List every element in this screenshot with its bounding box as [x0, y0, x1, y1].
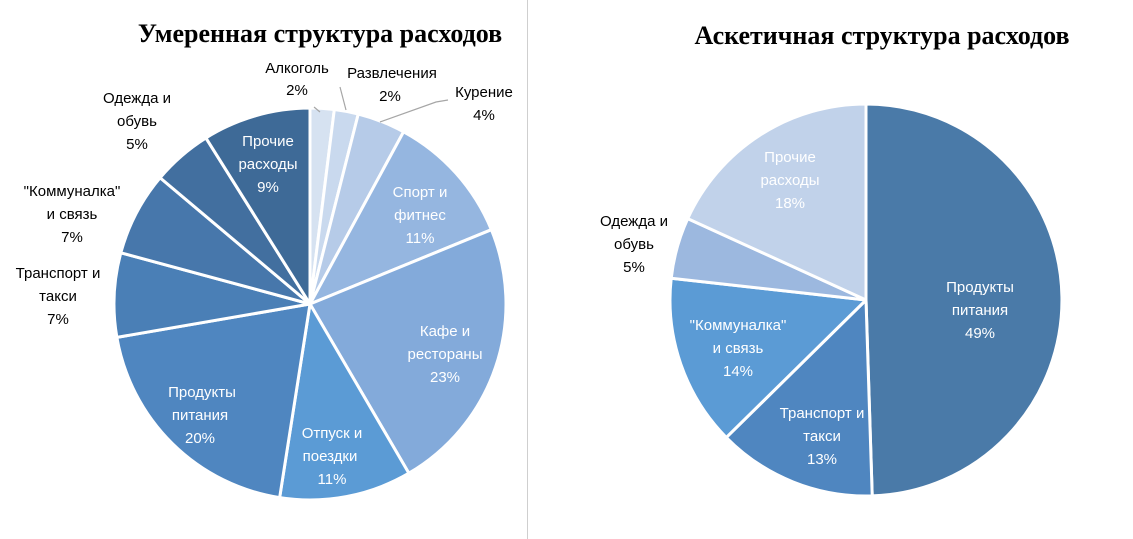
slice-value-text: 7%: [61, 229, 83, 246]
slice-value-text: 23%: [430, 369, 460, 386]
slice-value-text: 49%: [965, 325, 995, 342]
slice-value-text: 2%: [286, 82, 308, 99]
data-label-1-5: Кафе и рестораны 23%: [408, 323, 483, 386]
slice-label-text: расходы: [238, 156, 297, 173]
slice-label-text: и связь: [713, 340, 764, 357]
slice-value-text: 18%: [775, 195, 805, 212]
slice-value-text: 14%: [723, 363, 753, 380]
chart-1-title: Умеренная структура расходов: [138, 19, 502, 48]
slice-label-text: Спорт и: [393, 184, 448, 201]
slice-value-text: 11%: [406, 230, 435, 247]
slice-label-text: расходы: [760, 172, 819, 189]
slice-label-text: Транспорт и: [16, 265, 101, 282]
data-label-1-4: Спорт и фитнес 11%: [393, 184, 448, 247]
pie-chart-1: Умеренная структура расходовАлкоголь2%Ра…: [16, 19, 513, 502]
slice-label-text: Отпуск и: [302, 425, 363, 442]
slice-label-text: питания: [172, 407, 228, 424]
chart-2-title: Аскетичная структура расходов: [694, 21, 1069, 50]
slice-label-text: фитнес: [394, 207, 446, 224]
slice-label-text: поездки: [303, 448, 358, 465]
leader-line-1-1: [313, 106, 321, 113]
data-label-1-2: Развлечения 2%: [347, 65, 437, 105]
pie-slice-1-6: [278, 302, 411, 502]
leader-line-1-3: [379, 99, 449, 123]
pie-slice-1-4: [308, 130, 493, 306]
data-label-1-3: Курение 4%: [455, 84, 513, 124]
slice-label-text: такси: [803, 428, 841, 445]
slice-label-text: Развлечения: [347, 65, 437, 82]
slice-label-text: Прочие: [242, 133, 294, 150]
data-label-1-8: Транспорт и такси 7%: [16, 265, 101, 328]
slice-label-text: обувь: [614, 236, 654, 253]
data-label-2-1: Продукты питания 49%: [946, 279, 1014, 342]
pie-slice-2-5: [686, 102, 868, 302]
slice-value-text: 20%: [185, 430, 215, 447]
data-label-2-5: Прочие расходы 18%: [760, 149, 819, 212]
pie-slice-1-5: [308, 228, 508, 475]
data-label-1-1: Алкоголь 2%: [265, 60, 329, 99]
slice-label-text: и связь: [47, 206, 98, 223]
data-label-1-7: Продукты питания 20%: [168, 384, 236, 447]
pie-slice-2-1: [864, 102, 1064, 498]
slice-label-text: "Коммуналка": [24, 183, 121, 200]
slice-label-text: такси: [39, 288, 77, 305]
charts-divider: [527, 0, 528, 539]
slice-label-text: Продукты: [168, 384, 236, 401]
pie-slice-1-11: [204, 106, 312, 306]
data-label-1-10: Одежда и обувь 5%: [103, 90, 171, 153]
slice-label-text: Прочие: [764, 149, 816, 166]
slice-label-text: Курение: [455, 84, 513, 101]
slice-value-text: 13%: [807, 451, 837, 468]
slice-value-text: 5%: [623, 259, 645, 276]
data-label-2-3: "Коммуналка" и связь 14%: [690, 317, 787, 380]
data-label-2-2: Транспорт и такси 13%: [780, 405, 865, 468]
slice-label-text: Одежда и: [600, 213, 668, 230]
slice-label-text: рестораны: [408, 346, 483, 363]
slice-value-text: 4%: [473, 107, 495, 124]
slice-label-text: Кафе и: [420, 323, 470, 340]
leader-line-1-2: [339, 86, 347, 111]
slice-value-text: 7%: [47, 311, 69, 328]
slice-label-text: обувь: [117, 113, 157, 130]
pie-chart-2: Аскетичная структура расходов Продукты пит…: [600, 21, 1070, 498]
pie-slice-2-2: [724, 298, 874, 498]
slice-label-text: питания: [952, 302, 1008, 319]
slice-label-text: Алкоголь: [265, 60, 329, 77]
slice-label-text: Транспорт и: [780, 405, 865, 422]
data-label-1-11: Прочие расходы 9%: [238, 133, 297, 196]
slice-value-text: 11%: [318, 471, 347, 488]
data-label-1-9: "Коммуналка" и связь 7%: [24, 183, 121, 246]
slice-value-text: 2%: [379, 88, 401, 105]
slice-label-text: Продукты: [946, 279, 1014, 296]
slice-value-text: 5%: [126, 136, 148, 153]
slice-label-text: "Коммуналка": [690, 317, 787, 334]
data-label-1-6: Отпуск и поездки 11%: [302, 425, 363, 488]
slice-value-text: 9%: [257, 179, 279, 196]
pie-slice-2-3: [668, 276, 868, 439]
data-label-2-4: Одежда и обувь 5%: [600, 213, 668, 276]
slice-label-text: Одежда и: [103, 90, 171, 107]
pie-slice-1-7: [115, 302, 312, 500]
